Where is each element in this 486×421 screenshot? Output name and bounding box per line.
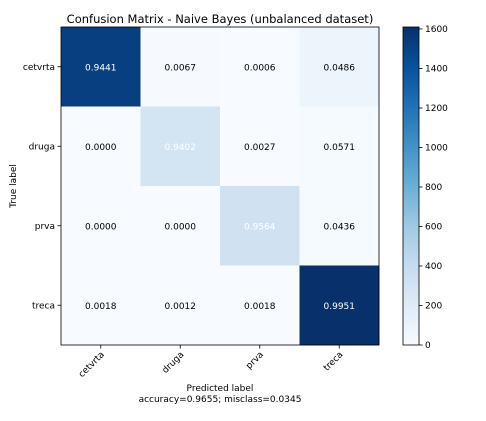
heatmap-cell bbox=[220, 186, 300, 266]
heatmap-cell bbox=[140, 27, 221, 107]
cell-value-label: 0.0027 bbox=[244, 143, 276, 153]
heatmap-cell bbox=[299, 106, 380, 187]
cell-value-label: 0.9951 bbox=[324, 302, 356, 312]
heatmap-cell bbox=[61, 186, 141, 266]
heatmap-cell bbox=[220, 265, 300, 346]
heatmap-cell bbox=[299, 265, 380, 346]
x-tick-labels: cetvrta druga prva treca bbox=[77, 345, 345, 380]
heatmap-cell bbox=[220, 106, 300, 187]
chart-title: Confusion Matrix - Naive Bayes (unbalanc… bbox=[67, 12, 374, 26]
cell-value-label: 0.0067 bbox=[165, 63, 197, 73]
x-tick-label: treca bbox=[322, 350, 345, 373]
y-axis-label: True label bbox=[9, 164, 19, 209]
x-tick-label: druga bbox=[161, 350, 187, 376]
cell-value-label: 0.9441 bbox=[85, 63, 117, 73]
y-tick-label: treca bbox=[32, 301, 55, 311]
colorbar-tick-label: 200 bbox=[425, 302, 442, 312]
heatmap-cell bbox=[220, 27, 300, 107]
cell-value-label: 0.0571 bbox=[324, 143, 356, 153]
colorbar-tick-label: 1600 bbox=[425, 25, 448, 35]
heatmap-cell bbox=[140, 265, 221, 346]
heatmap-cell bbox=[61, 27, 141, 107]
cell-value-label: 0.0000 bbox=[165, 222, 197, 232]
x-axis-label: Predicted label bbox=[187, 384, 254, 394]
colorbar-tick-label: 400 bbox=[425, 262, 442, 272]
heatmap-cell bbox=[299, 186, 380, 266]
colorbar bbox=[402, 26, 420, 346]
y-tick-label: cetvrta bbox=[23, 63, 55, 73]
cell-value-label: 0.0486 bbox=[324, 63, 356, 73]
heatmap-cell bbox=[61, 265, 141, 346]
y-tick-label: druga bbox=[29, 142, 55, 152]
heatmap-cell bbox=[140, 186, 221, 266]
colorbar-ticks: 0 200 400 600 800 1000 1200 1400 1600 bbox=[419, 25, 448, 351]
cell-value-label: 0.9402 bbox=[165, 143, 197, 153]
accuracy-note: accuracy=0.9655; misclass=0.0345 bbox=[139, 395, 302, 405]
plot-frame bbox=[60, 26, 380, 346]
y-tick-label: prva bbox=[35, 222, 55, 232]
y-tick-labels: cetvrta druga prva treca bbox=[23, 63, 61, 311]
heatmap-cell bbox=[299, 27, 380, 107]
heatmap-cell bbox=[61, 106, 141, 187]
colorbar-tick-label: 600 bbox=[425, 223, 442, 233]
cell-value-label: 0.9564 bbox=[244, 222, 276, 232]
colorbar-tick-label: 1400 bbox=[425, 65, 448, 75]
x-tick-label: prva bbox=[244, 350, 265, 371]
cell-value-label: 0.0018 bbox=[244, 302, 276, 312]
cell-value-label: 0.0006 bbox=[244, 63, 276, 73]
colorbar-tick-label: 1000 bbox=[425, 144, 448, 154]
heatmap-cells bbox=[61, 27, 380, 346]
cell-value-label: 0.0000 bbox=[85, 222, 117, 232]
heatmap-cell bbox=[140, 106, 221, 187]
cell-value-label: 0.0436 bbox=[324, 222, 356, 232]
colorbar-tick-label: 800 bbox=[425, 183, 442, 193]
cell-value-label: 0.0018 bbox=[85, 302, 117, 312]
heatmap-cell-labels: 0.9441 0.0067 0.0006 0.0486 0.0000 0.9402 0.00… bbox=[85, 63, 355, 312]
colorbar-tick-label: 0 bbox=[425, 341, 431, 351]
cell-value-label: 0.0000 bbox=[85, 143, 117, 153]
colorbar-tick-label: 1200 bbox=[425, 104, 448, 114]
cell-value-label: 0.0012 bbox=[165, 302, 197, 312]
x-tick-label: cetvrta bbox=[77, 350, 107, 380]
